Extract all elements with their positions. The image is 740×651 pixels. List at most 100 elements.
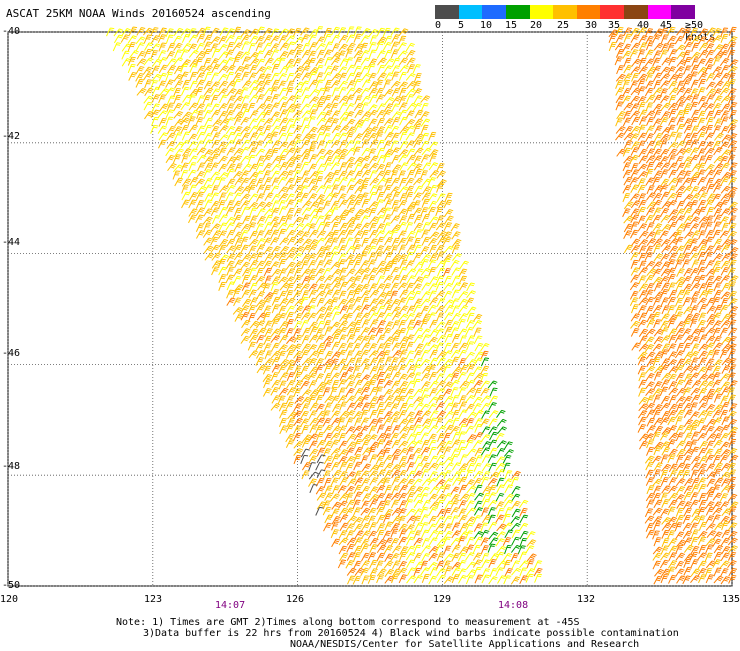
wind-barb-flag xyxy=(351,278,355,280)
wind-barb-flag xyxy=(298,148,302,149)
wind-barb-flag xyxy=(320,250,324,251)
wind-barb-flag xyxy=(214,211,218,212)
wind-barb-flag xyxy=(312,247,316,248)
wind-barb-flag xyxy=(336,127,340,128)
wind-barb-flag xyxy=(157,44,161,45)
wind-barb xyxy=(189,35,194,42)
wind-barb-flag xyxy=(348,115,352,116)
wind-barb-flag xyxy=(350,46,354,47)
wind-barb-flag xyxy=(395,42,399,43)
wind-barb-flag xyxy=(275,178,279,179)
wind-barb-flag xyxy=(388,75,392,76)
wind-barb-flag xyxy=(252,223,256,224)
wind-barb xyxy=(407,276,412,284)
wind-barb-flag xyxy=(402,269,406,270)
wind-barb-flag xyxy=(348,234,352,235)
wind-barb-flag xyxy=(351,208,355,209)
wind-barb-flag xyxy=(359,211,363,213)
wind-barb-flag xyxy=(340,55,344,56)
wind-barb xyxy=(317,222,321,230)
wind-barb xyxy=(182,192,186,200)
wind-barb-flag xyxy=(336,163,340,164)
wind-barb-flag xyxy=(396,28,400,29)
wind-barb xyxy=(182,35,186,43)
wind-barb-flag xyxy=(312,136,316,137)
wind-barb-flag xyxy=(419,223,423,224)
wind-barb-flag xyxy=(395,36,399,37)
wind-barb-flag xyxy=(230,241,234,242)
wind-barb xyxy=(211,73,215,81)
wind-barb-flag xyxy=(322,43,326,45)
wind-barb-flag xyxy=(216,110,220,111)
wind-barb-flag xyxy=(240,66,244,67)
wind-barb-flag xyxy=(357,165,361,166)
wind-barb xyxy=(181,140,186,147)
wind-barb-flag xyxy=(304,188,308,189)
wind-barb-flag xyxy=(267,308,271,309)
wind-barb-flag xyxy=(251,294,255,295)
wind-barb-flag xyxy=(410,252,414,253)
wind-barb-flag xyxy=(327,30,331,31)
wind-barb-flag xyxy=(243,309,247,310)
wind-barb-flag xyxy=(425,239,429,240)
wind-barb-flag xyxy=(200,128,204,129)
wind-barb-flag xyxy=(402,74,406,75)
wind-barb-flag xyxy=(207,135,211,136)
wind-barb-flag xyxy=(448,232,452,233)
wind-barb-flag xyxy=(319,65,323,66)
wind-barb-flag xyxy=(342,203,346,204)
wind-barb-flag xyxy=(321,269,325,270)
wind-barb-flag xyxy=(350,210,354,211)
wind-barb-flag xyxy=(177,128,181,129)
wind-barb-flag xyxy=(251,76,255,77)
wind-barb-flag xyxy=(291,97,295,99)
wind-barb-flag xyxy=(352,81,356,82)
wind-barb-flag xyxy=(319,288,323,289)
wind-barb-flag xyxy=(416,92,420,93)
wind-barb-flag xyxy=(155,68,159,69)
wind-barb-flag xyxy=(269,104,273,105)
wind-barb-flag xyxy=(156,104,160,105)
wind-barb-flag xyxy=(282,128,286,129)
wind-barb xyxy=(316,216,320,224)
wind-barb-flag xyxy=(269,202,273,204)
wind-barb-flag xyxy=(380,232,384,233)
wind-barb-flag xyxy=(178,45,182,46)
wind-barb-flag xyxy=(254,36,258,37)
wind-barb-flag xyxy=(202,66,206,67)
wind-barb-flag xyxy=(409,254,413,255)
wind-barb-flag xyxy=(274,301,278,302)
wind-barb-flag xyxy=(298,140,302,141)
wind-barb-flag xyxy=(147,104,151,105)
wind-barb-flag xyxy=(334,68,338,69)
wind-barb-flag xyxy=(244,181,248,182)
wind-barb-flag xyxy=(328,292,332,293)
wind-barb-flag xyxy=(314,80,318,81)
wind-barb xyxy=(265,215,269,223)
wind-barb-flag xyxy=(373,187,377,188)
wind-barb-flag xyxy=(306,247,310,248)
wind-barb-flag xyxy=(381,276,385,277)
wind-barb-flag xyxy=(214,195,218,196)
wind-barb-flag xyxy=(319,198,323,199)
wind-barb xyxy=(294,171,298,179)
wind-barb-flag xyxy=(185,89,189,90)
wind-barb-flag xyxy=(141,90,145,92)
wind-barb-flag xyxy=(237,175,241,177)
wind-barb-flag xyxy=(267,171,271,172)
wind-barb-flag xyxy=(208,142,212,143)
wind-barb-flag xyxy=(260,151,264,153)
wind-barb xyxy=(346,238,349,246)
wind-barb-flag xyxy=(237,226,241,227)
wind-barb-flag xyxy=(305,54,309,55)
wind-barb-flag xyxy=(282,113,286,114)
wind-barb-flag xyxy=(240,52,244,53)
wind-barb-flag xyxy=(276,166,280,168)
wind-barb-flag xyxy=(236,235,240,236)
wind-barb xyxy=(302,95,306,103)
wind-barb-flag xyxy=(245,258,249,259)
wind-barb-flag xyxy=(178,36,182,37)
wind-barb-flag xyxy=(207,160,211,161)
wind-barb-flag xyxy=(432,260,436,261)
wind-barb-flag xyxy=(440,282,444,283)
